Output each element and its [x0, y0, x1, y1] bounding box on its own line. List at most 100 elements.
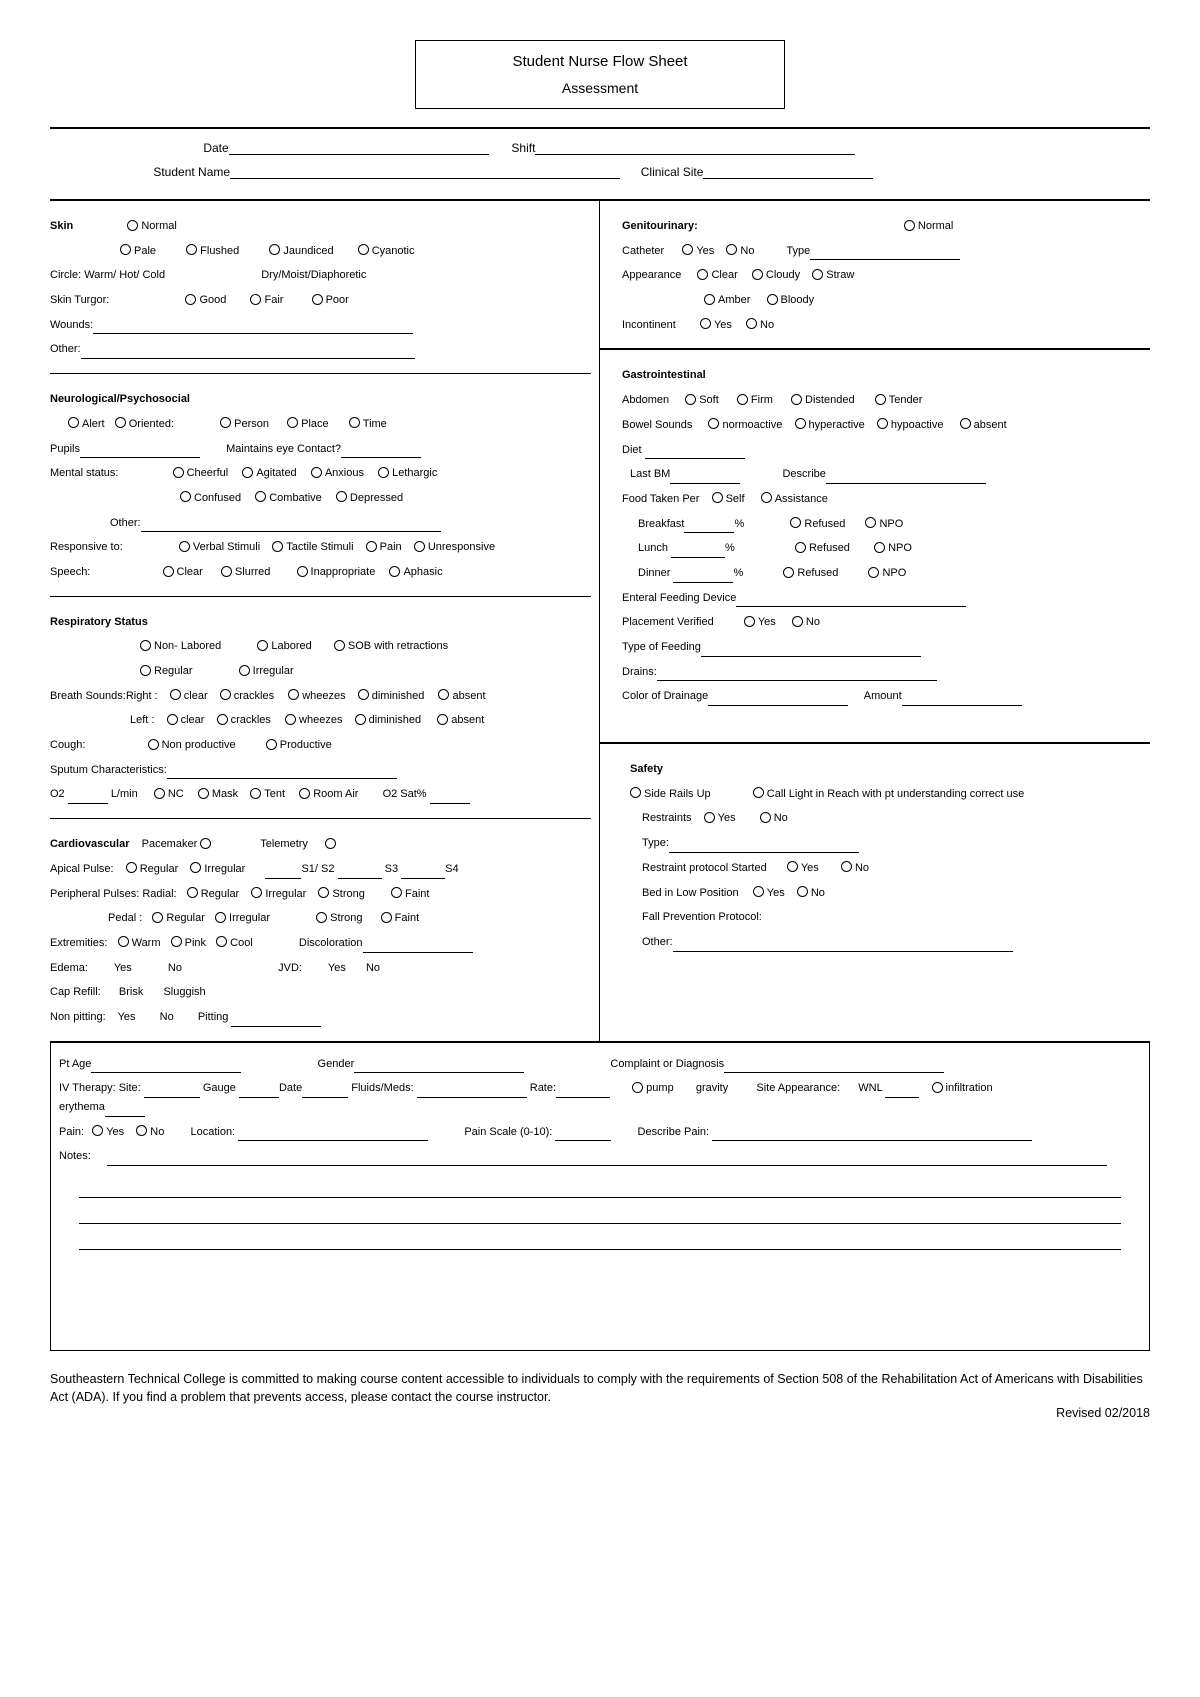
date-input[interactable] — [229, 154, 489, 155]
safety-type-input[interactable] — [669, 852, 859, 853]
room-radio[interactable] — [299, 788, 310, 799]
diet-input[interactable] — [645, 458, 745, 459]
app-bloody-radio[interactable] — [767, 294, 778, 305]
prod-radio[interactable] — [266, 739, 277, 750]
speech-aphasic-radio[interactable] — [389, 566, 400, 577]
lastbm-input[interactable] — [670, 483, 740, 484]
confused-radio[interactable] — [180, 491, 191, 502]
pace-radio[interactable] — [200, 838, 211, 849]
r-dimin-radio[interactable] — [358, 689, 369, 700]
loc-input[interactable] — [238, 1140, 428, 1141]
app-amber-radio[interactable] — [704, 294, 715, 305]
wnl-input[interactable] — [885, 1097, 919, 1098]
radial-faint-radio[interactable] — [391, 887, 402, 898]
descpain-input[interactable] — [712, 1140, 1032, 1141]
bs-normo-radio[interactable] — [708, 418, 719, 429]
speech-clear-radio[interactable] — [163, 566, 174, 577]
shift-input[interactable] — [535, 154, 855, 155]
restraints-no-radio[interactable] — [760, 812, 771, 823]
colordrain-input[interactable] — [708, 705, 848, 706]
food-assist-radio[interactable] — [761, 492, 772, 503]
r-crackles-radio[interactable] — [220, 689, 231, 700]
l-crackles-radio[interactable] — [217, 714, 228, 725]
nc-radio[interactable] — [154, 788, 165, 799]
turgor-good-radio[interactable] — [185, 294, 196, 305]
restraints-yes-radio[interactable] — [704, 812, 715, 823]
notes-line-2[interactable] — [79, 1172, 1121, 1198]
skin-jaundiced-radio[interactable] — [269, 244, 280, 255]
gender-input[interactable] — [354, 1072, 524, 1073]
bedlow-no-radio[interactable] — [797, 886, 808, 897]
cath-type-input[interactable] — [810, 259, 960, 260]
app-straw-radio[interactable] — [812, 269, 823, 280]
time-radio[interactable] — [349, 417, 360, 428]
l-absent-radio[interactable] — [437, 714, 448, 725]
apical-irreg-radio[interactable] — [190, 862, 201, 873]
bfast-input[interactable] — [684, 532, 734, 533]
feedtype-input[interactable] — [701, 656, 921, 657]
sputum-input[interactable] — [167, 778, 397, 779]
pupils-input[interactable] — [80, 457, 200, 458]
bs-hypo-radio[interactable] — [877, 418, 888, 429]
pain-radio[interactable] — [366, 541, 377, 552]
tent-radio[interactable] — [250, 788, 261, 799]
lunch-refused-radio[interactable] — [795, 542, 806, 553]
app-clear-radio[interactable] — [697, 269, 708, 280]
verbal-radio[interactable] — [179, 541, 190, 552]
dinner-refused-radio[interactable] — [783, 567, 794, 578]
s3-input[interactable] — [338, 878, 382, 879]
oriented-radio[interactable] — [115, 417, 126, 428]
notes-line-4[interactable] — [79, 1224, 1121, 1250]
o2-input[interactable] — [68, 803, 108, 804]
discol-input[interactable] — [363, 952, 473, 953]
person-radio[interactable] — [220, 417, 231, 428]
bs-absent-radio[interactable] — [960, 418, 971, 429]
labored-radio[interactable] — [257, 640, 268, 651]
pedal-reg-radio[interactable] — [152, 912, 163, 923]
depressed-radio[interactable] — [336, 491, 347, 502]
l-dimin-radio[interactable] — [355, 714, 366, 725]
speech-slurred-radio[interactable] — [221, 566, 232, 577]
sat-input[interactable] — [430, 803, 470, 804]
eryth-input[interactable] — [105, 1116, 145, 1117]
s4-input[interactable] — [401, 878, 445, 879]
abd-firm-radio[interactable] — [737, 394, 748, 405]
pitting-input[interactable] — [231, 1026, 321, 1027]
protocol-no-radio[interactable] — [841, 861, 852, 872]
infil-radio[interactable] — [932, 1082, 943, 1093]
incont-no-radio[interactable] — [746, 318, 757, 329]
r-wheezes-radio[interactable] — [288, 689, 299, 700]
ivdate-input[interactable] — [302, 1097, 348, 1098]
complaint-input[interactable] — [724, 1072, 944, 1073]
alert-radio[interactable] — [68, 417, 79, 428]
combative-radio[interactable] — [255, 491, 266, 502]
unresp-radio[interactable] — [414, 541, 425, 552]
rails-radio[interactable] — [630, 787, 641, 798]
sob-radio[interactable] — [334, 640, 345, 651]
ext-pink-radio[interactable] — [171, 936, 182, 947]
site-input[interactable] — [703, 178, 873, 179]
student-input[interactable] — [230, 178, 620, 179]
amount-input[interactable] — [902, 705, 1022, 706]
wounds-input[interactable] — [93, 333, 413, 334]
abd-tender-radio[interactable] — [875, 394, 886, 405]
cath-yes-radio[interactable] — [682, 244, 693, 255]
radial-irreg-radio[interactable] — [251, 887, 262, 898]
pedal-irreg-radio[interactable] — [215, 912, 226, 923]
place-radio[interactable] — [287, 417, 298, 428]
notes-line-3[interactable] — [79, 1198, 1121, 1224]
skin-flushed-radio[interactable] — [186, 244, 197, 255]
describe-input[interactable] — [826, 483, 986, 484]
bs-hyper-radio[interactable] — [795, 418, 806, 429]
irregular-radio[interactable] — [239, 665, 250, 676]
placement-no-radio[interactable] — [792, 616, 803, 627]
dinner-npo-radio[interactable] — [868, 567, 879, 578]
rate-input[interactable] — [556, 1097, 610, 1098]
s12-input[interactable] — [265, 878, 301, 879]
skin-normal-radio[interactable] — [127, 220, 138, 231]
pedal-strong-radio[interactable] — [316, 912, 327, 923]
abd-dist-radio[interactable] — [791, 394, 802, 405]
pain-yes-radio[interactable] — [92, 1125, 103, 1136]
notes-line-1[interactable] — [107, 1165, 1107, 1166]
r-clear-radio[interactable] — [170, 689, 181, 700]
